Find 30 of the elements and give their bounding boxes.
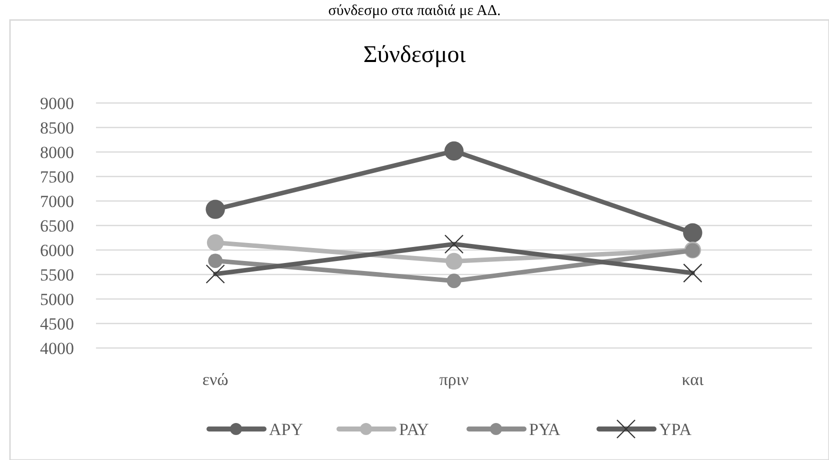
- legend-label: ΑΡΥ: [269, 420, 304, 439]
- y-tick-label: 8500: [40, 118, 74, 138]
- point: [446, 252, 462, 270]
- y-tick-label: 9000: [40, 94, 74, 113]
- x-tick-label: και: [682, 370, 704, 389]
- point: [446, 274, 462, 288]
- x-tick-label: ενώ: [202, 370, 228, 389]
- point: [444, 234, 464, 254]
- point: [444, 141, 464, 161]
- text: σύνδεσμο στα παιδιά με ΑΔ.: [328, 3, 501, 19]
- x-tick-label: πριν: [439, 370, 469, 389]
- y-tick-label: 7000: [40, 192, 74, 211]
- y-tick-label: 6500: [40, 216, 74, 236]
- chart-title: Σύνδεσμοι: [363, 42, 466, 68]
- point: [206, 264, 225, 284]
- y-tick-label: 6000: [40, 240, 74, 260]
- y-tick-label: 4000: [40, 338, 74, 358]
- y-tick-label: 7500: [40, 167, 74, 186]
- y-tick-label: 5000: [40, 290, 74, 309]
- legend-label: ΡΥΑ: [529, 420, 561, 439]
- point: [683, 223, 702, 242]
- point: [206, 200, 225, 219]
- point: [206, 234, 224, 252]
- y-tick-label: 4500: [40, 314, 74, 334]
- y-tick-label: 8000: [40, 142, 74, 162]
- legend-label: ΡΑΥ: [399, 420, 429, 439]
- point: [208, 254, 223, 268]
- y-tick-label: 5500: [40, 265, 74, 284]
- legend-label: ΥΡΑ: [659, 420, 692, 439]
- point: [683, 263, 702, 283]
